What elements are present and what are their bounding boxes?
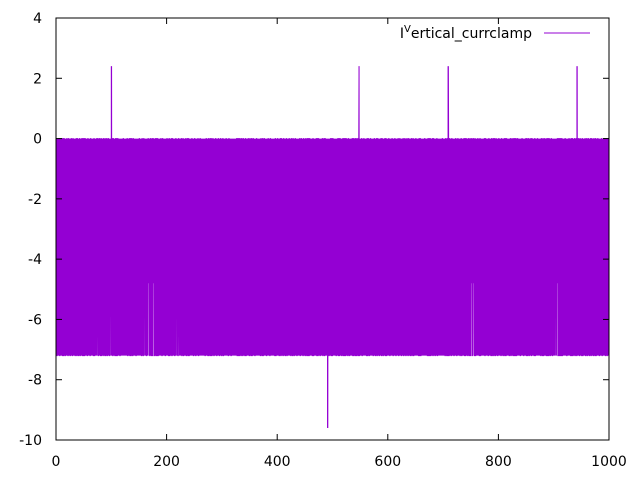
legend-label-superscript: V [404, 24, 411, 35]
y-tick-label: 0 [33, 132, 42, 148]
x-tick-label: 200 [153, 454, 180, 470]
series-line [55, 66, 610, 428]
y-tick-label: -2 [28, 192, 42, 208]
x-tick-label: 0 [52, 454, 61, 470]
x-tick-label: 800 [485, 454, 512, 470]
y-tick-label: -8 [28, 373, 42, 389]
y-tick-label: -10 [19, 433, 42, 449]
x-tick-label: 1000 [591, 454, 627, 470]
legend-label-suffix: ertical_currclamp [411, 26, 532, 42]
x-tick-label: 400 [264, 454, 291, 470]
y-tick-label: -6 [28, 312, 42, 328]
series-layer [55, 66, 610, 428]
ticks-layer: 0 200 400 600 800 1000 -10 -8 -6 -4 -2 0 2 4 [19, 11, 627, 470]
legend: IVertical_currclamp [400, 24, 590, 42]
y-tick-label: 2 [33, 71, 42, 87]
y-tick-label: 4 [33, 11, 42, 27]
y-tick-label: -4 [28, 252, 42, 268]
plot-border [55, 17, 610, 441]
x-tick-label: 600 [374, 454, 401, 470]
legend-label-name: I [400, 26, 404, 42]
legend-label: IVertical_currclamp [400, 24, 532, 42]
